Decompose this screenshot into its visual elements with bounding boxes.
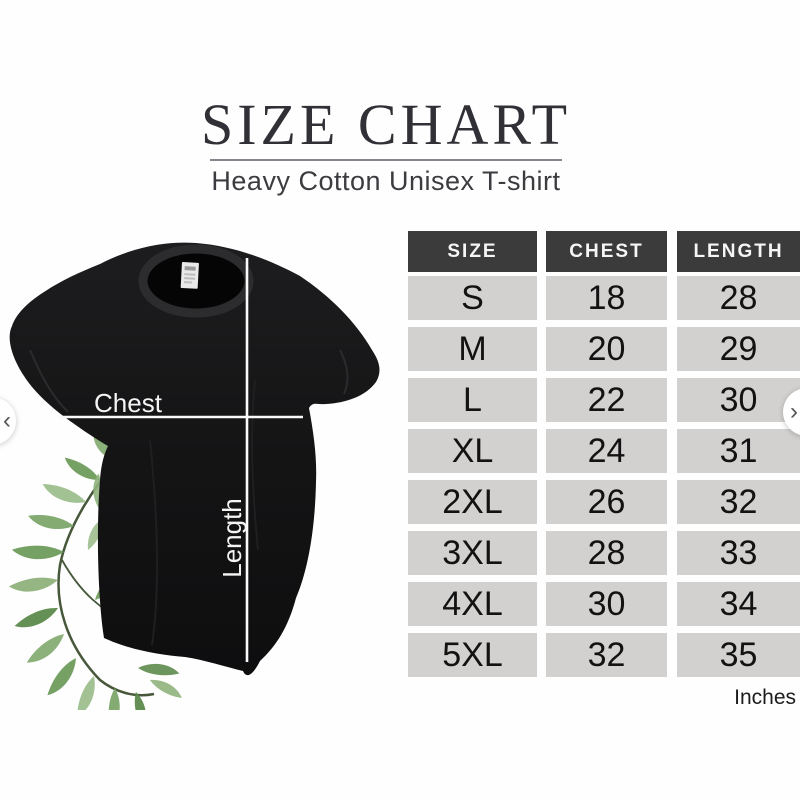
header: SIZE CHART Heavy Cotton Unisex T-shirt xyxy=(180,94,592,197)
value-cell: 26 xyxy=(546,480,667,524)
page-title: SIZE CHART xyxy=(200,92,572,157)
size-cell: S xyxy=(408,276,537,320)
table-row: XL 24 31 xyxy=(408,429,800,473)
carousel-prev-button[interactable]: ‹ xyxy=(0,397,16,445)
size-table-header: SIZE CHEST LENGTH xyxy=(408,231,800,272)
value-cell: 30 xyxy=(546,582,667,626)
column-header-chest: CHEST xyxy=(546,231,667,272)
collar-tag xyxy=(180,262,199,289)
value-cell: 35 xyxy=(677,633,800,677)
column-header-size: SIZE xyxy=(408,231,537,272)
size-cell: XL xyxy=(408,429,537,473)
value-cell: 24 xyxy=(546,429,667,473)
chevron-right-icon: › xyxy=(790,398,798,425)
table-row: 3XL 28 33 xyxy=(408,531,800,575)
tshirt-shape xyxy=(9,242,380,676)
size-cell: L xyxy=(408,378,537,422)
table-row: L 22 30 xyxy=(408,378,800,422)
value-cell: 32 xyxy=(677,480,800,524)
page-subtitle: Heavy Cotton Unisex T-shirt xyxy=(211,166,561,196)
size-table: SIZE CHEST LENGTH S 18 28 M 20 29 L 22 30 XL 24 31 2XL… xyxy=(408,231,800,677)
value-cell: 30 xyxy=(677,378,800,422)
table-row: M 20 29 xyxy=(408,327,800,371)
size-cell: 3XL xyxy=(408,531,537,575)
column-header-length: LENGTH xyxy=(677,231,800,272)
value-cell: 28 xyxy=(677,276,800,320)
value-cell: 18 xyxy=(546,276,667,320)
size-table-body: S 18 28 M 20 29 L 22 30 XL 24 31 2XL 26 32 3XL 28 33 4XL 30… xyxy=(408,276,800,677)
size-cell: 2XL xyxy=(408,480,537,524)
value-cell: 34 xyxy=(677,582,800,626)
value-cell: 32 xyxy=(546,633,667,677)
size-cell: 4XL xyxy=(408,582,537,626)
value-cell: 29 xyxy=(677,327,800,371)
table-row: 4XL 30 34 xyxy=(408,582,800,626)
table-row: 2XL 26 32 xyxy=(408,480,800,524)
length-label: Length xyxy=(217,498,247,578)
value-cell: 31 xyxy=(677,429,800,473)
size-cell: M xyxy=(408,327,537,371)
tshirt-illustration xyxy=(8,242,380,710)
value-cell: 33 xyxy=(677,531,800,575)
value-cell: 20 xyxy=(546,327,667,371)
chest-label: Chest xyxy=(94,388,162,418)
unit-label: Inches xyxy=(734,686,796,709)
title-divider xyxy=(210,159,562,161)
table-row: 5XL 32 35 xyxy=(408,633,800,677)
value-cell: 22 xyxy=(546,378,667,422)
size-cell: 5XL xyxy=(408,633,537,677)
tshirt-photo: Chest Length xyxy=(0,230,410,710)
carousel-next-button[interactable]: › xyxy=(783,388,800,436)
value-cell: 28 xyxy=(546,531,667,575)
chevron-left-icon: ‹ xyxy=(3,407,11,434)
table-row: S 18 28 xyxy=(408,276,800,320)
